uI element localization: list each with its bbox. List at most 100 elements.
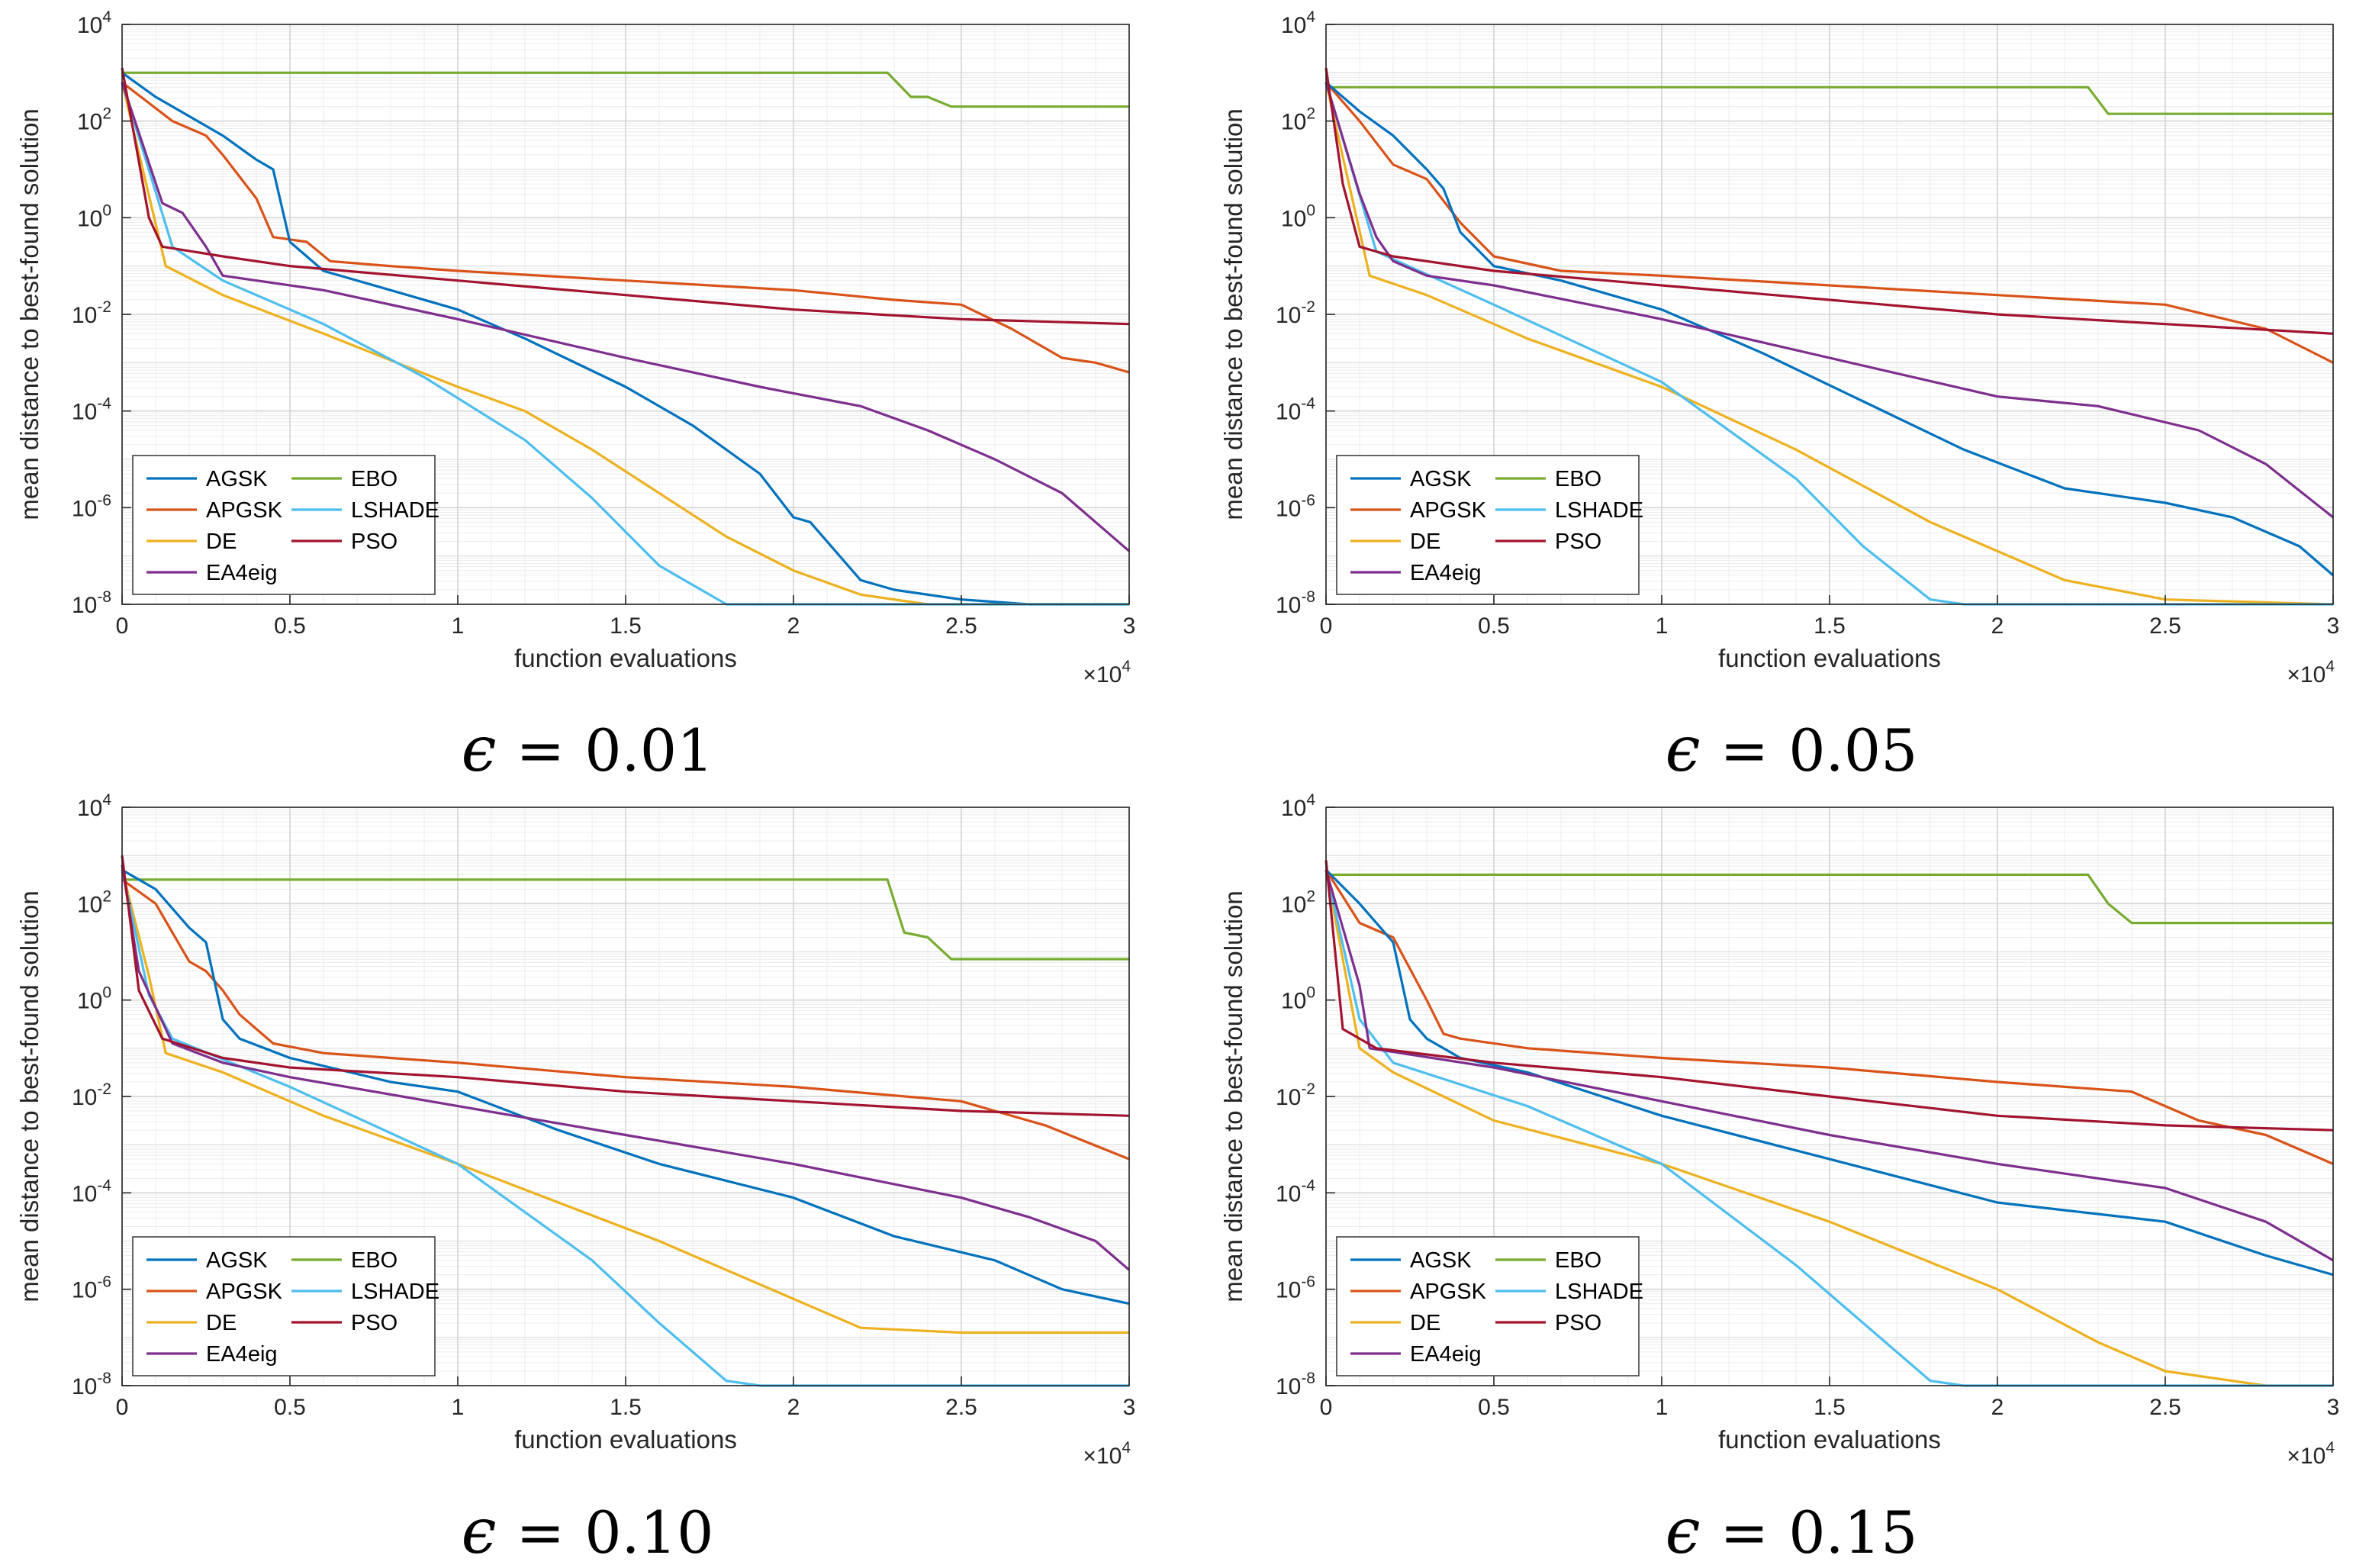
y-tick-label: 104 [77, 791, 111, 821]
x-tick-label: 3 [2327, 613, 2340, 639]
x-tick-label: 2.5 [945, 1395, 977, 1420]
x-tick-label: 2.5 [2149, 613, 2181, 639]
y-tick-label: 104 [77, 8, 111, 38]
y-tick-label: 100 [77, 201, 111, 231]
x-tick-label: 0.5 [1478, 1395, 1510, 1420]
legend-label-agsk: AGSK [1410, 467, 1472, 491]
legend-label-de: DE [206, 1311, 237, 1335]
series-line-agsk [1324, 81, 2335, 577]
y-tick-label: 10-4 [1276, 1177, 1315, 1206]
legend-label-ebo: EBO [351, 1248, 397, 1273]
y-axis-label: mean distance to best-found solution [15, 108, 43, 520]
legend-label-de: DE [1410, 1311, 1440, 1335]
x-axis-label: function evaluations [1718, 644, 1941, 672]
x-tick-label: 1 [452, 1395, 465, 1420]
x-tick-label: 0.5 [1478, 613, 1510, 639]
y-tick-label: 102 [1281, 105, 1315, 135]
legend-label-agsk: AGSK [1410, 1248, 1472, 1273]
x-tick-label: 1 [1656, 1395, 1669, 1420]
y-tick-label: 10-2 [72, 1080, 111, 1110]
legend-label-pso: PSO [1555, 1311, 1601, 1335]
legend-label-de: DE [206, 530, 237, 554]
y-tick-label: 10-4 [72, 395, 111, 425]
series-line-de [1324, 869, 2333, 1387]
y-tick-label: 10-2 [72, 298, 111, 328]
chart-panel-1: 0 0.5 1 1.5 2 2.5 3 10-8 10-6 10-4 10-2 100 102 104 fu… [15, 8, 1135, 786]
y-tick-label: 102 [77, 105, 111, 135]
y-tick-label: 10-8 [72, 1370, 111, 1399]
y-tick-label: 102 [1281, 887, 1315, 917]
y-tick-label: 10-6 [72, 1273, 111, 1303]
legend-label-apgsk: APGSK [1410, 498, 1487, 523]
y-tick-label: 10-2 [1276, 1080, 1315, 1110]
y-tick-label: 102 [77, 887, 111, 917]
x-tick-label: 0.5 [274, 613, 306, 639]
x-tick-label: 1.5 [610, 613, 642, 639]
legend-label-apgsk: APGSK [206, 1280, 283, 1304]
x-tick-label: 2 [787, 1395, 800, 1420]
x-tick-label: 0 [116, 613, 129, 639]
series-line-apgsk [121, 81, 1130, 374]
panel-caption: ϵ = 0.05 [1666, 713, 1918, 786]
x-axis-label: function evaluations [1718, 1425, 1941, 1454]
x-tick-label: 3 [1123, 613, 1136, 639]
panel-caption: ϵ = 0.15 [1666, 1496, 1918, 1568]
series-line-de [121, 869, 1129, 1335]
legend-label-ea4eig: EA4eig [1410, 561, 1482, 585]
x-multiplier-label: ×104 [1083, 1439, 1131, 1469]
x-multiplier-label: ×104 [2287, 658, 2335, 687]
legend-label-ebo: EBO [1555, 1248, 1601, 1273]
series-line-agsk [121, 868, 1130, 1306]
series-line-ebo [122, 878, 1129, 961]
y-tick-label: 10-8 [1276, 1370, 1315, 1399]
chart-panel-2: 0 0.5 1 1.5 2 2.5 3 10-8 10-6 10-4 10-2 100 102 104 fu… [1219, 8, 2339, 786]
series-line-ea4eig [121, 82, 1131, 552]
legend-label-pso: PSO [351, 530, 397, 554]
series-line-ea4eig [121, 864, 1131, 1271]
legend-label-apgsk: APGSK [206, 498, 283, 523]
x-tick-label: 0 [116, 1395, 129, 1420]
x-tick-label: 1 [452, 613, 465, 639]
legend-label-de: DE [1410, 530, 1440, 554]
y-axis-label: mean distance to best-found solution [15, 890, 43, 1302]
x-axis-label: function evaluations [514, 1425, 737, 1454]
series-line-apgsk [1324, 869, 2334, 1165]
series-line-de [121, 82, 1129, 606]
y-tick-label: 10-8 [72, 588, 111, 618]
y-tick-label: 100 [1281, 201, 1315, 231]
x-tick-label: 3 [2327, 1395, 2340, 1420]
y-tick-label: 104 [1281, 791, 1315, 821]
legend-label-ea4eig: EA4eig [206, 561, 278, 585]
x-tick-label: 0 [1320, 613, 1333, 639]
y-tick-label: 10-4 [1276, 395, 1315, 425]
series-line-apgsk [121, 878, 1130, 1161]
legend-label-agsk: AGSK [206, 467, 268, 491]
x-multiplier-label: ×104 [2287, 1439, 2335, 1469]
y-axis-label: mean distance to best-found solution [1219, 108, 1247, 520]
series-line-agsk [121, 72, 1129, 606]
legend-label-lshade: LSHADE [351, 498, 439, 523]
y-tick-label: 10-6 [1276, 1273, 1315, 1303]
series-line-apgsk [1324, 81, 2334, 364]
panel-caption: ϵ = 0.10 [462, 1496, 714, 1568]
legend-label-pso: PSO [1555, 530, 1601, 554]
series-line-de [1324, 82, 2334, 606]
series-line-lshade [1324, 869, 2333, 1387]
series-line-lshade [1324, 82, 2333, 606]
legend-label-ebo: EBO [351, 467, 397, 491]
y-tick-label: 100 [1281, 984, 1315, 1014]
series-line-ebo [122, 71, 1129, 108]
legend-label-lshade: LSHADE [1555, 1280, 1643, 1304]
x-multiplier-label: ×104 [1083, 658, 1131, 687]
legend-label-pso: PSO [351, 1311, 397, 1335]
x-tick-label: 1.5 [1814, 1395, 1846, 1420]
series-line-ebo [1326, 873, 2333, 925]
y-tick-label: 104 [1281, 8, 1315, 38]
series-line-pso [121, 67, 1130, 326]
series-line-pso [121, 855, 1130, 1117]
y-tick-label: 10-6 [72, 491, 111, 521]
x-tick-label: 1 [1656, 613, 1669, 639]
x-tick-label: 2.5 [2149, 1395, 2181, 1420]
legend-label-apgsk: APGSK [1410, 1280, 1487, 1304]
